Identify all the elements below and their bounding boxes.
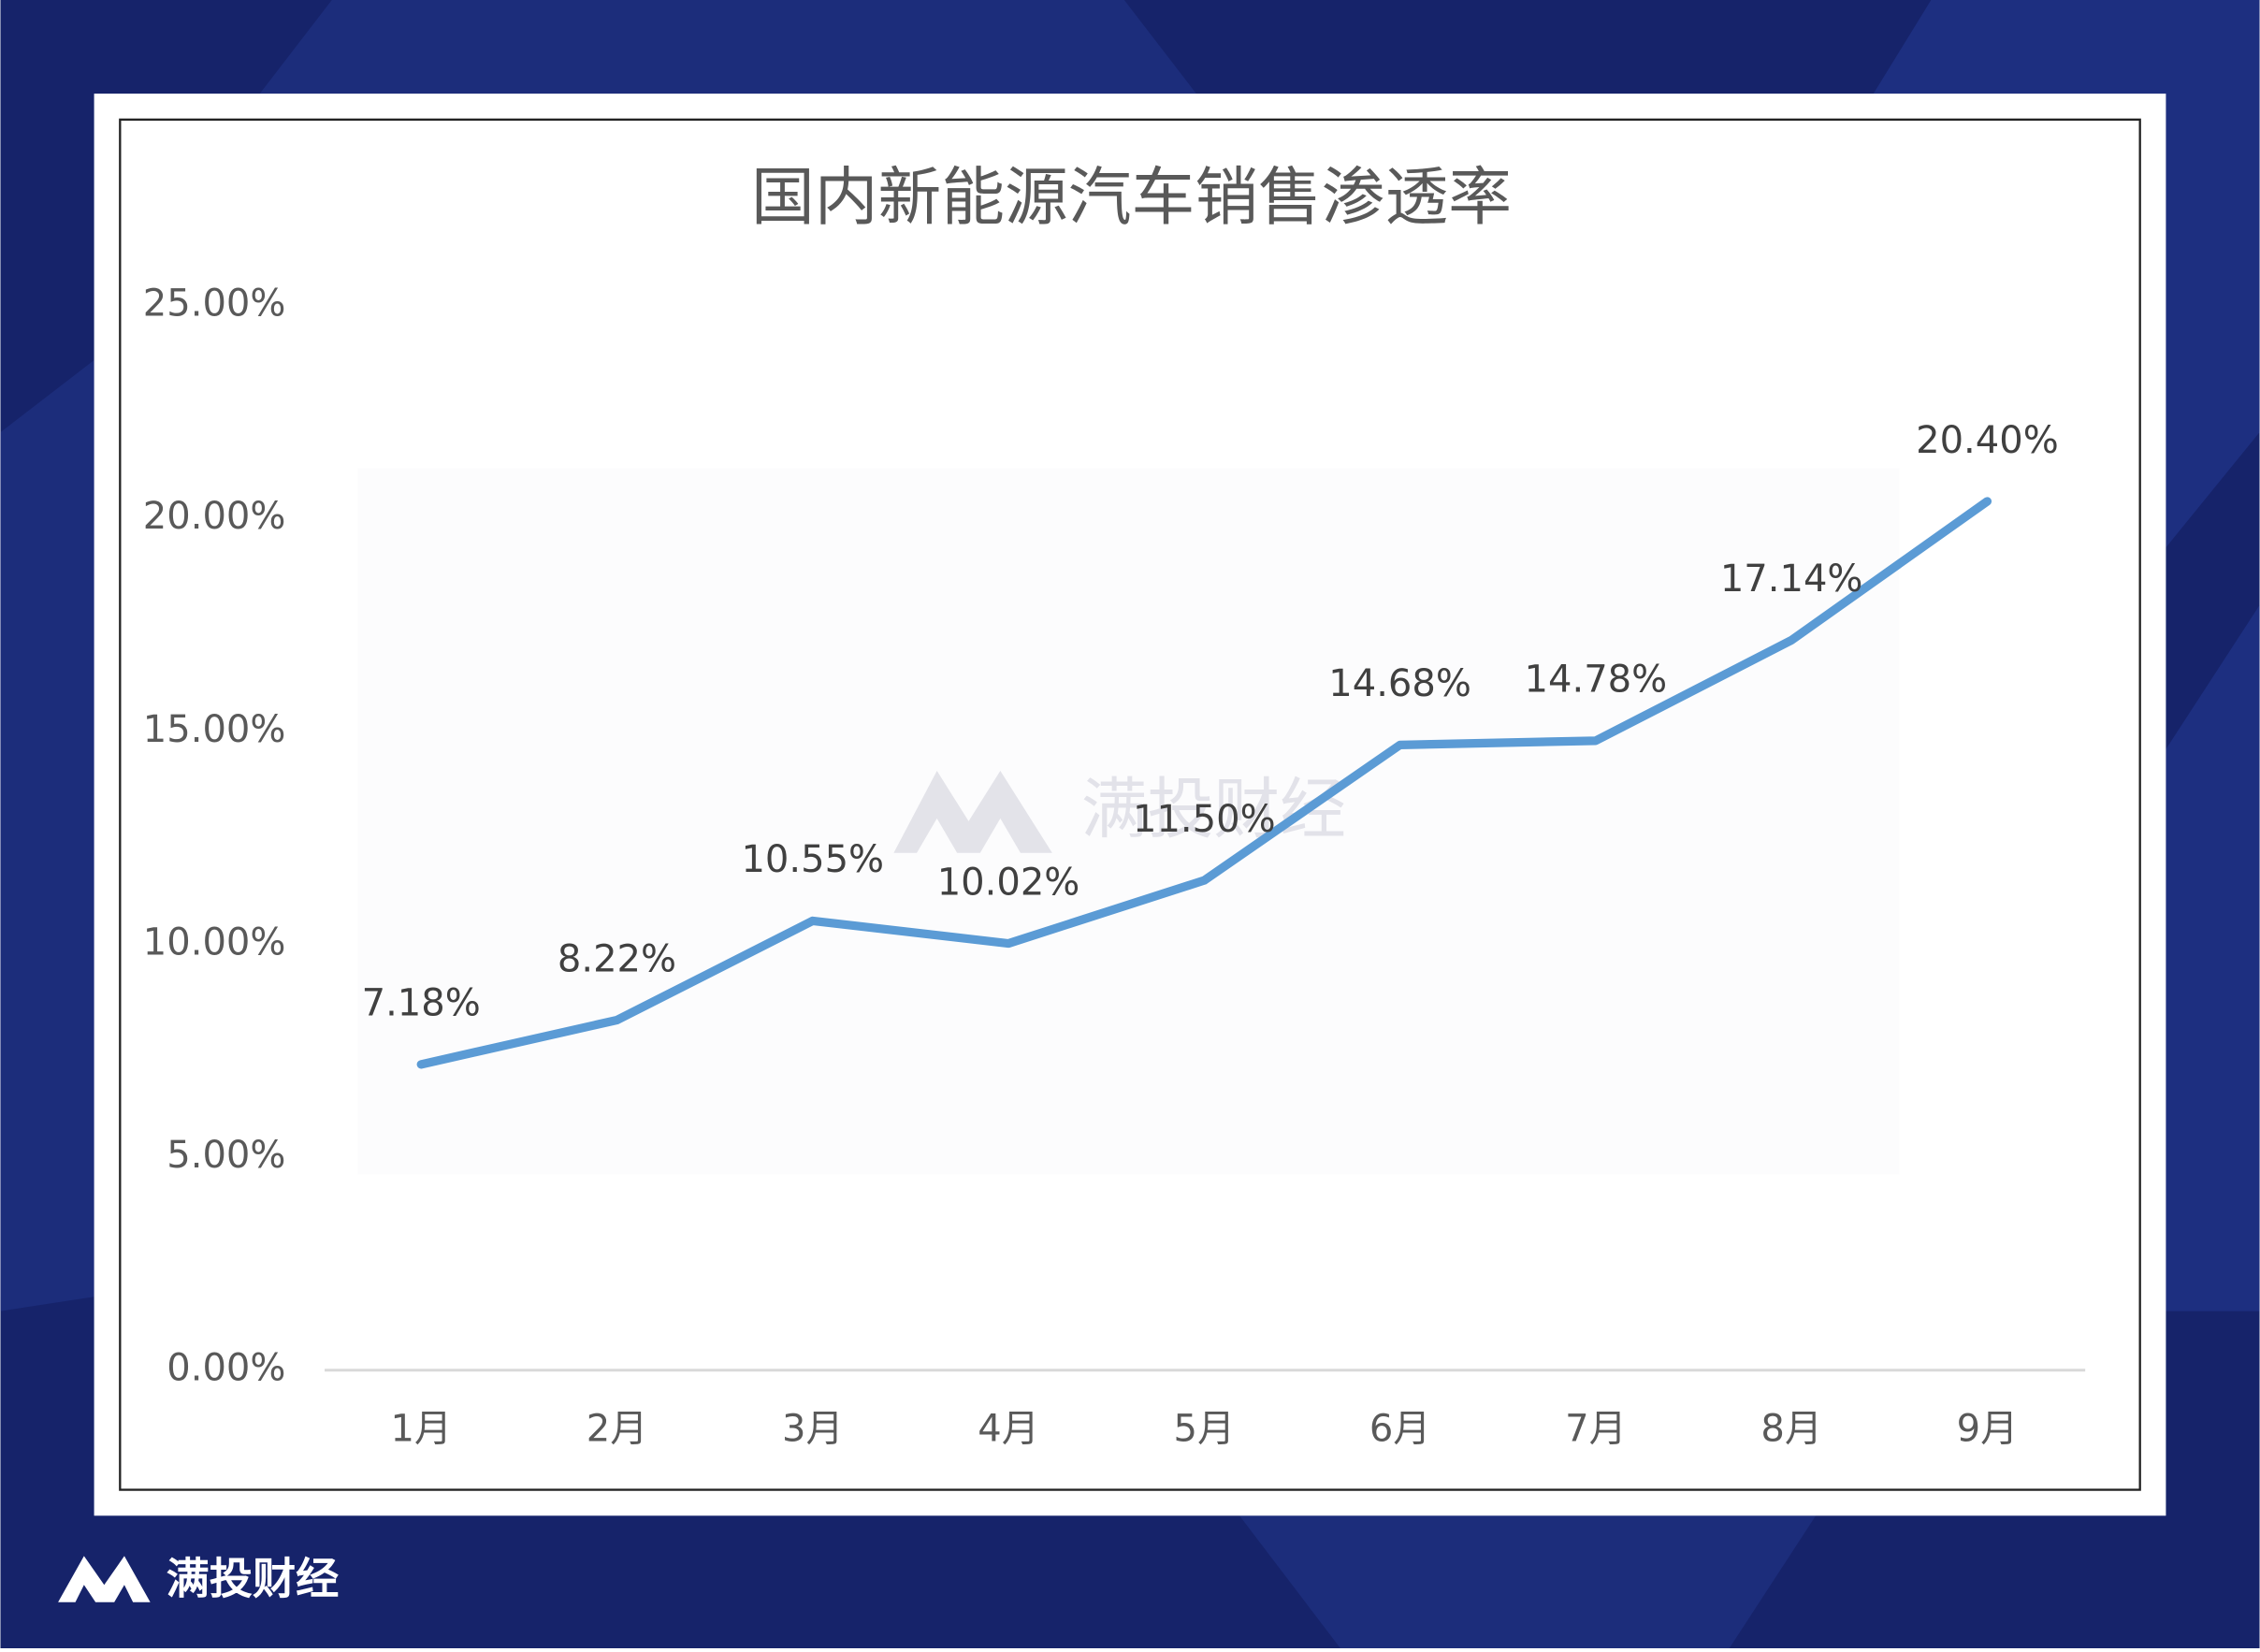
x-tick-label: 6月 xyxy=(1369,1407,1431,1450)
brand-logo xyxy=(58,1556,151,1602)
bg-shape xyxy=(0,360,94,1311)
y-tick-label: 5.00% xyxy=(167,1134,285,1177)
y-tick-label: 15.00% xyxy=(143,708,286,751)
data-label: 11.50% xyxy=(1133,798,1276,841)
bg-shape xyxy=(2166,604,2260,1311)
x-tick-label: 2月 xyxy=(587,1407,648,1450)
x-tick-label: 8月 xyxy=(1760,1407,1822,1450)
x-tick-label: 4月 xyxy=(978,1407,1039,1450)
data-label: 14.78% xyxy=(1525,659,1668,702)
plot-area xyxy=(357,468,1900,1175)
bg-shape xyxy=(1239,1515,1817,1648)
x-tick-label: 9月 xyxy=(1957,1407,2019,1450)
bg-shape xyxy=(259,0,1196,94)
x-tick-label: 5月 xyxy=(1174,1407,1236,1450)
watermark-logo xyxy=(893,771,1052,853)
data-label: 20.40% xyxy=(1916,419,2059,462)
y-tick-label: 20.00% xyxy=(143,495,286,538)
data-label: 8.22% xyxy=(558,937,676,980)
data-label: 10.55% xyxy=(741,838,884,881)
x-tick-label: 3月 xyxy=(782,1407,844,1450)
data-label: 7.18% xyxy=(362,982,481,1025)
chart-title: 国内新能源汽车销售渗透率 xyxy=(751,160,1512,234)
data-line xyxy=(416,497,1992,1069)
y-tick-label: 10.00% xyxy=(143,920,286,964)
plot: 0.00% 5.00% 10.00% 15.00% 20.00% 25.00% 1月 2月 3月… xyxy=(143,283,2059,1451)
y-tick-label: 25.00% xyxy=(143,283,286,326)
brand: 满投财经 xyxy=(167,1554,340,1604)
y-tick-label: 0.00% xyxy=(167,1347,285,1390)
x-tick-label: 7月 xyxy=(1565,1407,1627,1450)
bg-shape xyxy=(1873,0,2260,548)
data-label: 14.68% xyxy=(1328,662,1471,705)
x-tick-label: 1月 xyxy=(390,1407,452,1450)
data-label: 10.02% xyxy=(937,861,1080,904)
data-label: 17.14% xyxy=(1720,558,1863,601)
